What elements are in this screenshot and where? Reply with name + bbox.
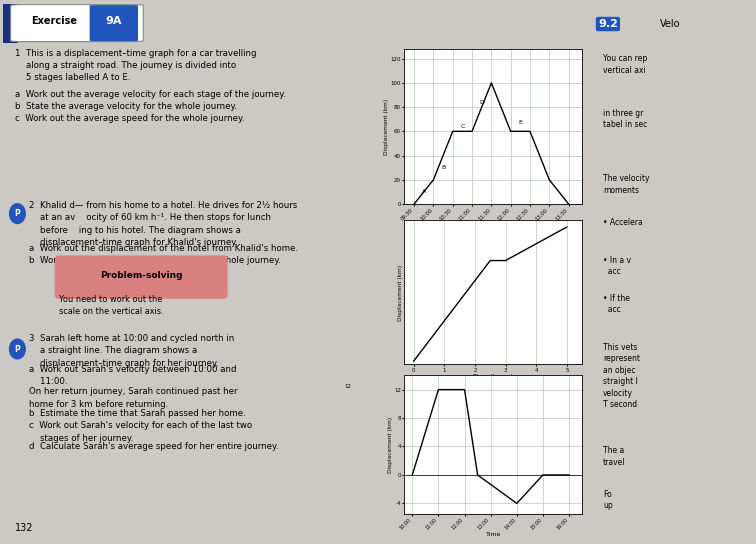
Text: in three gr
tabel in sec: in three gr tabel in sec [603,109,647,129]
FancyBboxPatch shape [90,5,138,41]
Circle shape [10,339,25,359]
Text: 2  Khalid d— from his home to a hotel. He drives for 2½ hours
    at an av    oc: 2 Khalid d— from his home to a hotel. He… [29,201,297,247]
Text: b  Work out Khalid's av  age velocity for his whole journey.: b Work out Khalid's av age velocity for … [29,256,281,265]
FancyBboxPatch shape [11,5,144,42]
Text: c  Work out Sarah's velocity for each of the last two
    stages of her journey.: c Work out Sarah's velocity for each of … [29,422,253,442]
Text: b  State the average velocity for the whole journey.: b State the average velocity for the who… [15,102,237,111]
FancyBboxPatch shape [3,4,17,42]
X-axis label: Time (hours): Time (hours) [473,374,513,379]
Text: 3  Sarah left home at 10:00 and cycled north in
    a straight line. The diagram: 3 Sarah left home at 10:00 and cycled no… [29,334,234,368]
Text: 12: 12 [344,384,351,388]
Text: P: P [14,209,20,218]
Text: The velocity
moments: The velocity moments [603,174,649,195]
Text: P: P [14,344,20,354]
FancyBboxPatch shape [54,256,228,299]
Text: • If the
  acc: • If the acc [603,294,630,314]
Text: Exercise: Exercise [31,16,76,26]
Text: a  Work out the displacement of the hotel from Khalid's home.: a Work out the displacement of the hotel… [29,244,299,253]
Text: The a
travel: The a travel [603,446,625,467]
Text: You need to work out the
scale on the vertical axis.: You need to work out the scale on the ve… [59,295,163,316]
Text: d  Calculate Sarah's average speed for her entire journey.: d Calculate Sarah's average speed for he… [29,442,279,451]
Text: a  Work out the average velocity for each stage of the journey.: a Work out the average velocity for each… [15,90,287,98]
Text: This vets
represent
an objec
straight l
velocity
T second: This vets represent an objec straight l … [603,343,640,409]
Y-axis label: Displacement (km): Displacement (km) [398,264,403,320]
X-axis label: Time: Time [485,223,501,228]
Text: Velo: Velo [659,19,680,29]
Y-axis label: Displacement (km): Displacement (km) [384,98,389,154]
Text: C: C [460,124,465,129]
Text: 9A: 9A [106,16,122,26]
Text: 132: 132 [15,523,34,533]
Text: Fo
up: Fo up [603,490,612,510]
Text: On her return journey, Sarah continued past her
home for 3 km before returning.: On her return journey, Sarah continued p… [29,387,237,409]
Circle shape [10,204,25,224]
Text: b  Estimate the time that Sarah passed her home.: b Estimate the time that Sarah passed he… [29,409,246,418]
Text: • Accelera: • Accelera [603,218,643,227]
Text: B: B [441,165,445,170]
Text: 1  This is a displacement–time graph for a car travelling
    along a straight r: 1 This is a displacement–time graph for … [15,49,257,82]
Text: Problem-solving: Problem-solving [100,271,182,280]
Text: D: D [479,100,484,104]
Text: 9.2: 9.2 [598,19,618,29]
Text: • In a v
  acc: • In a v acc [603,256,631,276]
Text: A: A [422,189,426,194]
Text: E: E [519,120,522,125]
Text: c  Work out the average speed for the whole journey.: c Work out the average speed for the who… [15,114,245,123]
Text: a  Work out Sarah's velocity between 10:00 and
    11:00.: a Work out Sarah's velocity between 10:0… [29,365,237,386]
Text: You can rep
vertical axi: You can rep vertical axi [603,54,647,75]
X-axis label: Time: Time [485,533,501,537]
Y-axis label: Displacement (km): Displacement (km) [388,417,392,473]
